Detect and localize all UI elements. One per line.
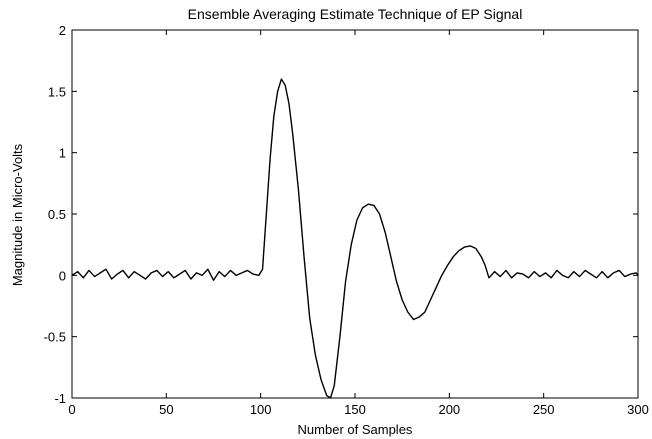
x-tick-label: 300 <box>627 402 649 417</box>
x-axis-ticks: 0 50 100 150 200 250 300 <box>68 30 649 417</box>
x-tick-label: 100 <box>250 402 272 417</box>
y-tick-label: 2 <box>59 23 66 38</box>
series-line <box>71 78 639 399</box>
series-layer <box>71 78 639 399</box>
x-tick-label: 50 <box>159 402 173 417</box>
y-tick-label: 1 <box>59 146 66 161</box>
x-axis-label: Number of Samples <box>298 422 413 437</box>
chart-title: Ensemble Averaging Estimate Technique of… <box>188 6 523 22</box>
x-tick-label: 200 <box>438 402 460 417</box>
y-tick-label: -0.5 <box>44 330 66 345</box>
y-tick-label: -1 <box>54 391 66 406</box>
x-tick-label: 250 <box>533 402 555 417</box>
y-axis-label: Magnitude in Micro-Volts <box>10 143 25 286</box>
y-tick-label: 0 <box>59 268 66 283</box>
y-tick-label: 1.5 <box>48 84 66 99</box>
x-tick-label: 0 <box>68 402 75 417</box>
y-axis-ticks: -1 -0.5 0 0.5 1 1.5 2 <box>44 23 638 406</box>
x-tick-label: 150 <box>344 402 366 417</box>
y-tick-label: 0.5 <box>48 207 66 222</box>
